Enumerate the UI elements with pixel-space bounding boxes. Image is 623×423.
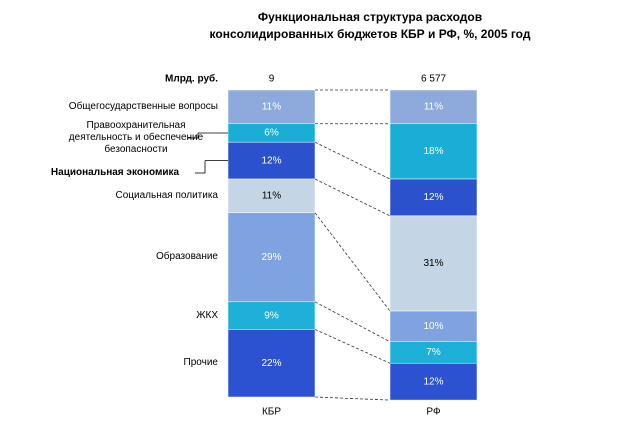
data-label: 22% xyxy=(261,358,281,369)
series-label: Социальная политика xyxy=(115,189,218,201)
data-label: 11% xyxy=(262,191,281,202)
bar-segment xyxy=(389,362,478,401)
data-label: 6% xyxy=(264,128,279,139)
data-label: 12% xyxy=(261,155,281,166)
bar-segment xyxy=(227,329,316,398)
bar-segment xyxy=(227,212,316,303)
bar-segment xyxy=(227,89,316,125)
bar-segment xyxy=(389,310,478,342)
data-label: 11% xyxy=(262,102,281,113)
bar-segment xyxy=(389,215,478,312)
series-label: Общегосударственные вопросы xyxy=(68,100,218,112)
data-label: 11% xyxy=(424,102,443,113)
data-label: 7% xyxy=(426,347,441,358)
chart-title: консолидированных бюджетов КБР и РФ, %, … xyxy=(210,27,531,41)
data-label: 18% xyxy=(423,146,443,157)
data-label: 29% xyxy=(261,252,281,263)
series-label: Образование xyxy=(156,251,218,263)
bar-segment xyxy=(389,89,478,125)
chart-title: Функциональная структура расходов xyxy=(258,10,482,24)
data-label: 31% xyxy=(423,258,443,269)
x-tick-label: РФ xyxy=(426,407,441,418)
bar-segment xyxy=(227,141,316,180)
connector xyxy=(314,141,391,180)
connector xyxy=(314,178,391,217)
totals-label: Млрд. руб. xyxy=(165,73,218,85)
bar-segment xyxy=(389,178,478,217)
connector xyxy=(314,396,391,401)
data-label: 12% xyxy=(423,192,443,203)
data-label: 12% xyxy=(423,376,443,387)
bar-segment xyxy=(227,301,316,330)
data-label: 9% xyxy=(264,310,279,321)
data-label: 10% xyxy=(423,321,443,332)
series-label: Прочие xyxy=(183,357,218,369)
x-tick-label: КБР xyxy=(262,407,281,418)
total-label: 9 xyxy=(269,74,275,85)
connector xyxy=(314,301,391,343)
bar-segment xyxy=(227,178,316,214)
bar-segment xyxy=(389,123,478,180)
total-label: 6 577 xyxy=(421,74,446,85)
series-label: Национальная экономика xyxy=(50,167,180,178)
connector xyxy=(314,212,391,312)
series-label: ЖКХ xyxy=(196,309,218,321)
series-label: Правоохранительная деятельность и обеспе… xyxy=(68,120,204,155)
connector xyxy=(314,329,391,364)
